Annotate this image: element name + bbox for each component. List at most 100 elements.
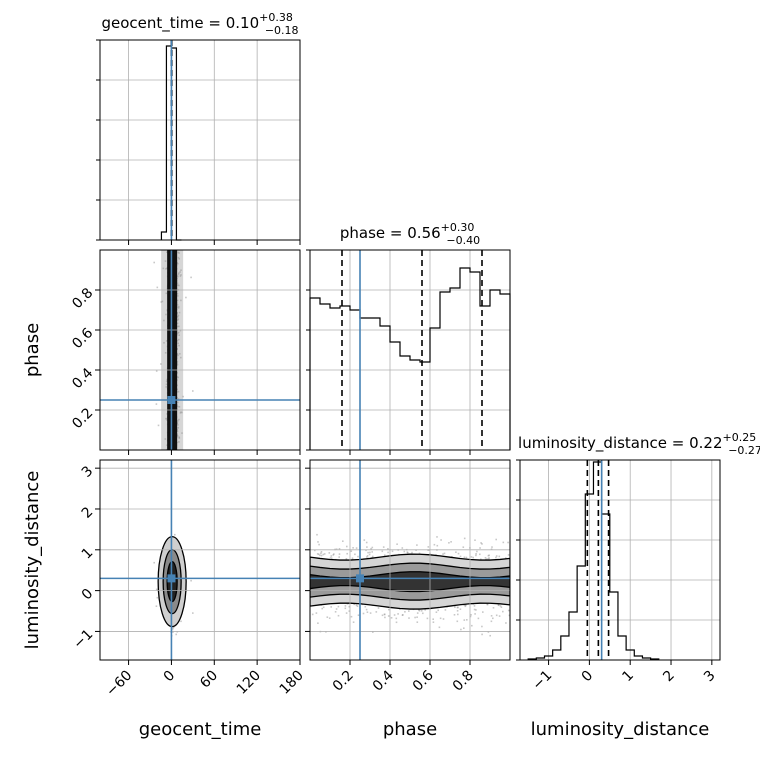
sample-point <box>166 251 168 253</box>
sample-point <box>479 547 481 549</box>
scatter-phase-luminosity_distance <box>310 533 510 637</box>
x-tick-label-luminosity_distance: 2 <box>660 668 678 686</box>
sample-point <box>180 299 182 302</box>
sample-point <box>153 261 155 264</box>
sample-point <box>176 282 179 284</box>
sample-point <box>162 267 165 270</box>
sample-point <box>354 553 356 556</box>
sample-point <box>418 552 421 555</box>
sample-point <box>459 555 462 558</box>
sample-point <box>459 608 462 610</box>
sample-point <box>492 617 494 620</box>
sample-point <box>487 631 490 633</box>
histogram-luminosity_distance <box>527 461 660 660</box>
sample-point <box>420 610 423 612</box>
sample-point <box>366 546 368 548</box>
sample-point <box>350 615 353 618</box>
sample-point <box>177 332 179 334</box>
sample-point <box>433 543 436 546</box>
sample-point <box>499 605 502 607</box>
sample-point <box>469 615 472 618</box>
sample-point <box>161 300 164 303</box>
sample-point <box>480 542 482 544</box>
sample-point <box>320 551 323 553</box>
sample-point <box>466 619 468 621</box>
sample-point <box>418 609 420 611</box>
sample-point <box>418 609 421 612</box>
sample-point <box>180 356 182 359</box>
sample-point <box>178 258 180 260</box>
sample-point <box>463 627 465 629</box>
sample-point <box>366 611 369 613</box>
sample-point <box>163 342 165 344</box>
sample-point <box>456 610 459 612</box>
sample-point <box>177 390 180 393</box>
sample-point <box>473 608 476 611</box>
sample-point <box>330 557 333 560</box>
sample-point <box>165 292 168 295</box>
sample-point <box>166 267 168 269</box>
sample-point <box>179 412 182 414</box>
sample-point <box>311 613 314 616</box>
sample-point <box>338 553 341 555</box>
sample-point <box>176 339 179 342</box>
sample-point <box>390 617 393 619</box>
sample-point <box>176 299 179 302</box>
sample-point <box>192 390 194 392</box>
sample-point <box>166 379 168 381</box>
scatter-geocent_time-phase <box>153 250 194 450</box>
sample-point <box>357 614 360 616</box>
sample-point <box>350 550 353 552</box>
x-tick-label-geocent_time: 120 <box>234 668 264 698</box>
sample-point <box>463 619 466 621</box>
y-axis-label-phase: phase <box>22 323 43 377</box>
sample-point <box>362 612 365 615</box>
sample-point <box>472 556 474 559</box>
sample-point <box>192 612 194 614</box>
sample-point <box>177 316 179 318</box>
sample-point <box>175 633 177 636</box>
sample-point <box>176 422 179 425</box>
sample-point <box>345 558 348 560</box>
sample-point <box>160 363 162 365</box>
sample-point <box>176 348 178 350</box>
sample-point <box>396 543 398 545</box>
y-tick-label-luminosity_distance: 2 <box>79 504 97 522</box>
sample-point <box>179 271 181 273</box>
sample-point <box>166 413 168 415</box>
sample-point <box>397 613 399 615</box>
sample-point <box>176 360 179 363</box>
sample-point <box>178 272 180 274</box>
sample-point <box>157 424 160 427</box>
sample-point <box>164 438 167 440</box>
x-axis-label-phase: phase <box>383 719 437 740</box>
sample-point <box>424 609 426 611</box>
sample-point <box>177 420 179 422</box>
sample-point <box>463 604 466 606</box>
sample-point <box>330 555 333 557</box>
sample-point <box>178 436 180 438</box>
sample-point <box>172 627 174 629</box>
sample-point <box>486 558 488 560</box>
sample-point <box>326 616 329 618</box>
sample-point <box>177 318 180 320</box>
sample-point <box>178 334 180 336</box>
sample-point <box>172 626 175 629</box>
histogram-phase <box>309 267 511 450</box>
sample-point <box>181 411 183 414</box>
sample-point <box>316 553 319 555</box>
sample-point <box>442 618 445 620</box>
sample-point <box>505 557 507 559</box>
sample-point <box>476 550 478 553</box>
sample-point <box>315 612 318 614</box>
sample-point <box>454 606 456 608</box>
sample-point <box>432 621 435 623</box>
sample-point <box>165 383 168 386</box>
sample-point <box>317 622 319 624</box>
x-tick-label-luminosity_distance: 3 <box>701 668 719 686</box>
sample-point <box>375 611 378 613</box>
sample-point <box>502 541 505 544</box>
sample-point <box>166 444 168 446</box>
sample-point <box>474 539 476 541</box>
sample-point <box>344 607 347 610</box>
